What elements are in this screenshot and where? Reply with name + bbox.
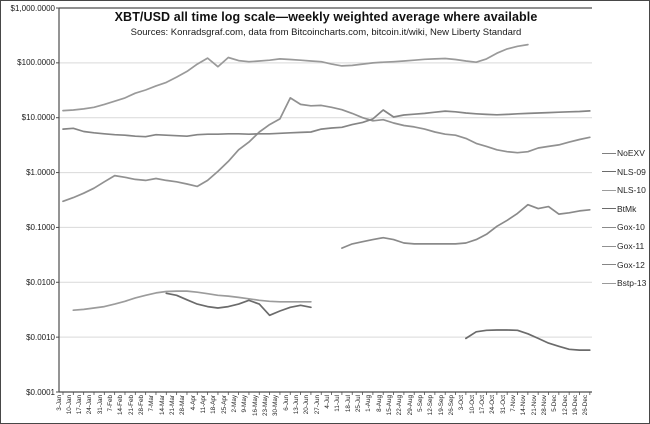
legend-label: Bstp-13 bbox=[617, 278, 647, 289]
x-axis-label: 21-Mar bbox=[169, 395, 177, 415]
legend-line-icon bbox=[602, 226, 616, 228]
legend-item-Gox-12: Gox-12 bbox=[602, 259, 645, 271]
x-axis-label: 28-Feb bbox=[138, 395, 146, 415]
legend-line-icon bbox=[602, 171, 616, 173]
legend-item-NLS-09: NLS-09 bbox=[602, 166, 646, 178]
x-axis-label: 11-Apr bbox=[200, 395, 208, 414]
x-axis-label: 19-Dec bbox=[572, 395, 579, 416]
x-axis-label: 18-Jul bbox=[344, 395, 352, 413]
x-axis-label: 15-Aug bbox=[386, 395, 394, 416]
x-axis-label: 24-Jan bbox=[86, 395, 94, 415]
x-axis-label: 7-Mar bbox=[148, 395, 156, 412]
y-axis-label: $0.0001 bbox=[26, 387, 55, 397]
x-axis-label: 11-Jul bbox=[334, 395, 342, 412]
legend-item-Gox-11: Gox-11 bbox=[602, 240, 644, 252]
x-axis-label: 25-Jul bbox=[355, 395, 363, 413]
legend-item-Gox-10: Gox-10 bbox=[602, 221, 645, 233]
legend-label: NLS-09 bbox=[617, 166, 646, 177]
x-axis-label: 25-Apr bbox=[220, 395, 228, 414]
x-axis-label: 27-Jun bbox=[313, 395, 321, 415]
x-axis-label: 26-Dec bbox=[582, 395, 590, 416]
y-axis-label: $1.0000 bbox=[26, 168, 55, 178]
series-line-Gox-10 bbox=[341, 203, 591, 249]
x-axis-label: 4-Jul bbox=[324, 395, 332, 409]
series-line-Gox-12 bbox=[62, 109, 591, 138]
y-axis-label: $0.0100 bbox=[26, 277, 55, 287]
series-line-NLS-10 bbox=[72, 290, 312, 312]
legend-line-icon bbox=[602, 245, 616, 247]
x-axis-label: 31-Oct bbox=[499, 395, 507, 414]
legend-label: Gox-11 bbox=[617, 241, 645, 251]
series-line-Bstp-13 bbox=[62, 43, 529, 112]
x-axis-label: 10-Oct bbox=[468, 395, 476, 414]
legend-line-icon bbox=[602, 152, 616, 154]
x-axis-label: 17-Oct bbox=[479, 395, 487, 414]
x-axis-label: 13-Jun bbox=[293, 395, 301, 415]
chart-subtitle: Sources: Konradsgraf.com, data from Bitc… bbox=[130, 27, 522, 38]
series-line-Gox-11 bbox=[62, 97, 591, 203]
x-axis-label: 6-Jun bbox=[282, 395, 290, 411]
legend-line-icon bbox=[602, 208, 616, 210]
legend-item-NoEXV: NoEXV bbox=[602, 147, 645, 159]
x-axis-label: 22-Aug bbox=[396, 395, 404, 416]
x-axis-label: 7-Feb bbox=[107, 395, 115, 412]
legend-label: NLS-10 bbox=[617, 185, 646, 196]
legend-label: Gox-10 bbox=[617, 222, 645, 233]
x-axis-label: 8-Aug bbox=[375, 395, 383, 412]
legend-line-icon bbox=[602, 282, 616, 284]
x-axis-label: 21-Nov bbox=[530, 395, 538, 416]
series-line-BtMk bbox=[165, 292, 312, 317]
series-line-NLS-09 bbox=[465, 329, 591, 351]
y-axis-label: $100.0000 bbox=[17, 58, 55, 68]
x-axis-label: 24-Oct bbox=[489, 395, 497, 414]
legend-item-Bstp-13: Bstp-13 bbox=[602, 277, 646, 289]
x-axis-label: 4-Apr bbox=[189, 395, 197, 411]
legend-line-icon bbox=[602, 189, 616, 191]
y-axis-label: $1,000.0000 bbox=[10, 3, 56, 13]
x-axis-label: 2-May bbox=[231, 395, 239, 413]
y-axis-label: $0.1000 bbox=[26, 222, 55, 232]
x-axis-label: 16-May bbox=[251, 395, 259, 416]
x-axis-label: 26-Sep bbox=[448, 395, 456, 416]
x-axis-label: 10-Jan bbox=[65, 395, 73, 415]
x-axis-label: 28-Nov bbox=[541, 395, 548, 416]
x-axis-label: 21-Feb bbox=[127, 395, 135, 415]
x-axis-label: 19-Sep bbox=[437, 395, 445, 416]
y-axis-label: $0.0010 bbox=[26, 332, 55, 342]
x-axis-label: 14-Mar bbox=[158, 395, 166, 415]
x-axis-label: 9-May bbox=[241, 395, 249, 413]
x-axis-label: 29-Aug bbox=[406, 395, 414, 416]
legend-line-icon bbox=[602, 264, 616, 266]
x-axis-label: 30-May bbox=[272, 395, 280, 416]
x-axis-label: 18-Apr bbox=[210, 395, 218, 414]
x-axis-label: 17-Jan bbox=[76, 395, 84, 415]
x-axis-label: 5-Sep bbox=[417, 395, 425, 412]
x-axis-label: 14-Feb bbox=[117, 395, 125, 415]
x-axis-label: 31-Jan bbox=[96, 395, 104, 415]
x-axis-label: 14-Nov bbox=[520, 395, 528, 416]
legend-label: Gox-12 bbox=[617, 259, 645, 270]
chart-title: XBT/USD all time log scale—weekly weight… bbox=[114, 10, 538, 24]
x-axis-label: 5-Dec bbox=[551, 395, 559, 412]
x-axis-label: 3-Jan bbox=[55, 395, 63, 411]
legend-label: BtMk bbox=[617, 203, 637, 214]
x-axis-label: 23-May bbox=[262, 395, 270, 416]
x-axis-label: 3-Oct bbox=[458, 395, 466, 411]
x-axis-label: 20-Jun bbox=[303, 395, 311, 415]
y-axis-label: $10.0000 bbox=[21, 113, 55, 123]
x-axis-label: 7-Nov bbox=[510, 395, 518, 412]
legend-label: NoEXV bbox=[617, 148, 645, 158]
x-axis-label: 12-Dec bbox=[561, 395, 569, 416]
legend-item-BtMk: BtMk bbox=[602, 203, 636, 215]
x-axis-label: 28-Mar bbox=[179, 395, 187, 415]
x-axis-label: 12-Sep bbox=[427, 395, 435, 416]
x-axis-label: 1-Aug bbox=[365, 395, 373, 412]
legend-item-NLS-10: NLS-10 bbox=[602, 184, 646, 196]
